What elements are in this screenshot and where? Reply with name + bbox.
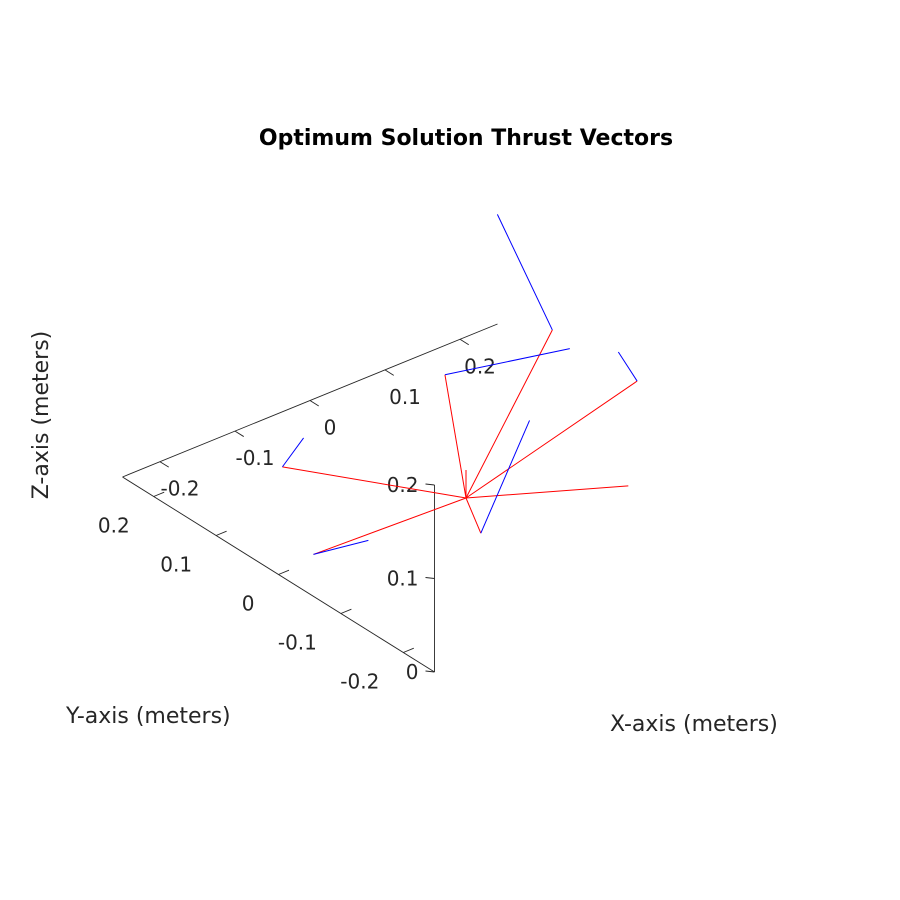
x-tick-label: 0.2 bbox=[464, 354, 496, 378]
x-tick-label: 0.1 bbox=[389, 385, 421, 409]
arm-segment bbox=[465, 380, 638, 499]
x-tick bbox=[309, 400, 319, 407]
thrust-segment bbox=[480, 420, 530, 534]
arm-segment bbox=[313, 497, 467, 555]
y-tick-label: -0.1 bbox=[278, 631, 317, 655]
arm-segment bbox=[465, 329, 553, 499]
x-axis-label: X-axis (meters) bbox=[610, 712, 778, 737]
y-tick-label: -0.2 bbox=[340, 670, 379, 694]
y-tick-label: 0 bbox=[242, 592, 255, 616]
y-tick bbox=[278, 569, 290, 575]
chart-title: Optimum Solution Thrust Vectors bbox=[259, 126, 673, 151]
x-tick-label: -0.2 bbox=[160, 477, 199, 501]
thrust-segment bbox=[617, 351, 638, 382]
arm-segment bbox=[282, 466, 467, 499]
x-tick bbox=[234, 430, 244, 437]
axes bbox=[122, 323, 498, 673]
arm-segment bbox=[465, 497, 482, 534]
x-tick-label: 0 bbox=[324, 416, 337, 440]
x-tick bbox=[384, 369, 394, 376]
z-tick-label: 0.1 bbox=[387, 567, 419, 591]
arm-segment bbox=[465, 485, 629, 499]
x-tick bbox=[459, 338, 469, 346]
x-tick bbox=[159, 461, 169, 468]
y-tick bbox=[215, 530, 227, 536]
y-tick bbox=[153, 491, 165, 497]
y-tick bbox=[340, 608, 352, 614]
z-tick bbox=[425, 670, 435, 673]
arm-segment bbox=[444, 374, 467, 499]
thrust-segment bbox=[444, 348, 570, 376]
thrust-segment bbox=[281, 437, 304, 468]
y-tick-label: 0.2 bbox=[98, 514, 130, 538]
tick-labels: -0.2-0.100.10.2-0.2-0.100.10.200.10.2 bbox=[98, 354, 496, 693]
plot-area bbox=[281, 214, 638, 555]
thrust-segment bbox=[496, 214, 553, 331]
y-tick-label: 0.1 bbox=[160, 553, 192, 577]
z-tick-label: 0 bbox=[406, 660, 419, 684]
thrust-segment bbox=[313, 539, 369, 555]
y-tick bbox=[403, 647, 414, 653]
x-tick-label: -0.1 bbox=[235, 446, 274, 470]
z-tick bbox=[425, 577, 435, 579]
z-axis-label: Z-axis (meters) bbox=[29, 331, 54, 500]
y-axis-label: Y-axis (meters) bbox=[65, 704, 231, 729]
z-tick bbox=[425, 483, 435, 486]
